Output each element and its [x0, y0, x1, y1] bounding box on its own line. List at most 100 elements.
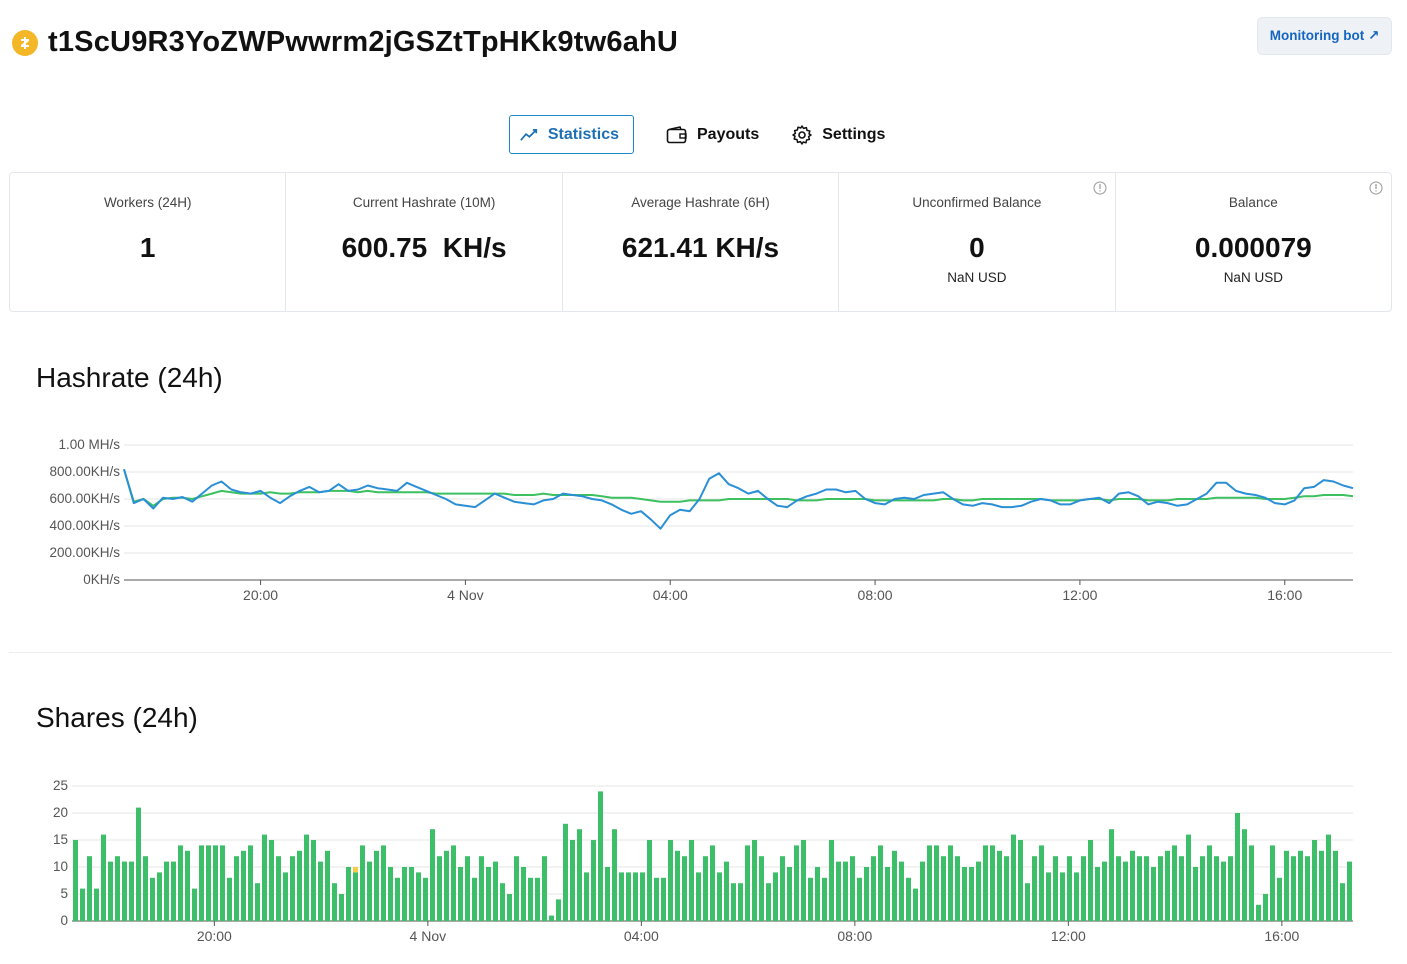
share-bar [822, 877, 827, 921]
tab-settings[interactable]: Settings [791, 115, 885, 154]
share-bar [542, 856, 547, 921]
share-bar [1291, 856, 1296, 921]
share-bar [1151, 867, 1156, 921]
share-bar [857, 877, 862, 921]
y-tick-label: 5 [60, 886, 68, 901]
share-bar [675, 850, 680, 921]
share-bar [1053, 856, 1058, 921]
share-bar [1011, 834, 1016, 921]
share-bar [276, 856, 281, 921]
share-bar [381, 845, 386, 921]
share-bar [367, 861, 372, 921]
x-tick-label: 4 Nov [410, 928, 447, 944]
zcash-coin-icon [12, 29, 38, 56]
share-bar [563, 823, 568, 921]
share-bar [1347, 861, 1352, 921]
share-bar [1193, 867, 1198, 921]
info-icon[interactable] [1093, 181, 1107, 195]
stale-share-bar [353, 867, 358, 873]
share-bar [360, 845, 365, 921]
stat-value: 1 [139, 232, 156, 263]
share-bar [829, 840, 834, 921]
stat-current-hashrate: Current Hashrate (10M) 600.75 KH/s [286, 173, 563, 311]
tab-statistics-label: Statistics [547, 125, 619, 143]
x-tick-label: 20:00 [243, 587, 278, 603]
share-bar [1249, 845, 1254, 921]
share-bar [1060, 872, 1065, 921]
stat-value: 0.000079 [1194, 232, 1312, 263]
share-bar [647, 840, 652, 921]
share-bar [241, 850, 246, 921]
stat-usd-value: NaN USD [1223, 270, 1283, 285]
share-bar [619, 872, 624, 921]
share-bar [1067, 856, 1072, 921]
share-bar [1004, 856, 1009, 921]
x-tick-label: 20:00 [197, 928, 232, 944]
stat-value: 621.41 KH/s [621, 232, 780, 263]
share-bar [1018, 840, 1023, 921]
share-bar [115, 856, 120, 921]
share-bar [626, 872, 631, 921]
y-tick-label: 800.00KH/s [49, 464, 120, 479]
share-bar [458, 867, 463, 921]
share-bar [122, 861, 127, 921]
tab-bar: Statistics Payouts Settings [509, 115, 917, 154]
share-bar [605, 867, 610, 921]
tab-payouts[interactable]: Payouts [666, 115, 759, 154]
x-tick-label: 12:00 [1062, 587, 1097, 603]
share-bar [283, 872, 288, 921]
share-bar [318, 861, 323, 921]
share-bar [1200, 856, 1205, 921]
share-bar [1102, 861, 1107, 921]
stat-workers: Workers (24H) 1 [10, 173, 287, 311]
share-bar [388, 867, 393, 921]
share-bar [1081, 856, 1086, 921]
share-bar [556, 899, 561, 921]
share-bar [689, 840, 694, 921]
share-bar [213, 845, 218, 921]
tab-statistics[interactable]: Statistics [509, 115, 634, 154]
share-bar [906, 877, 911, 921]
info-icon[interactable] [1369, 181, 1383, 195]
share-bar [710, 845, 715, 921]
x-tick-label: 04:00 [653, 587, 688, 603]
share-bar [808, 877, 813, 921]
share-bar [745, 845, 750, 921]
share-bar [339, 894, 344, 921]
share-bar [1270, 845, 1275, 921]
monitoring-bot-button[interactable]: Monitoring bot ↗ [1257, 17, 1392, 55]
stat-balance: Balance 0.000079 NaN USD [1116, 173, 1391, 311]
share-bar [1137, 856, 1142, 921]
hashrate-chart: 1.00 MH/s 800.00KH/s 600.00KH/s 400.00KH/s 2… [49, 437, 1354, 603]
stat-label: Current Hashrate (10M) [352, 195, 496, 210]
share-bar [1158, 856, 1163, 921]
share-bar [934, 845, 939, 921]
share-bar [1095, 867, 1100, 921]
blue-hashrate-line [123, 469, 1354, 530]
share-bar [941, 856, 946, 921]
share-bar [1263, 894, 1268, 921]
share-bar [269, 840, 274, 921]
share-bar [633, 872, 638, 921]
share-bar [234, 856, 239, 921]
share-bar [1214, 856, 1219, 921]
wallet-icon [666, 125, 687, 143]
share-bar [738, 883, 743, 921]
share-bar [1123, 861, 1128, 921]
share-bar [262, 834, 267, 921]
gear-icon [792, 124, 812, 145]
share-bar [479, 856, 484, 921]
shares-title: Shares (24h) [36, 702, 198, 733]
share-bar [108, 861, 113, 921]
share-bar [402, 867, 407, 921]
share-bar [1172, 845, 1177, 921]
share-bar [73, 840, 78, 921]
share-bar [766, 883, 771, 921]
share-bar [1179, 856, 1184, 921]
share-bar [220, 845, 225, 921]
share-bar [1298, 850, 1303, 921]
stat-label: Average Hashrate (6H) [631, 195, 770, 210]
share-bar [500, 883, 505, 921]
share-bar [654, 877, 659, 921]
share-bar [794, 845, 799, 921]
